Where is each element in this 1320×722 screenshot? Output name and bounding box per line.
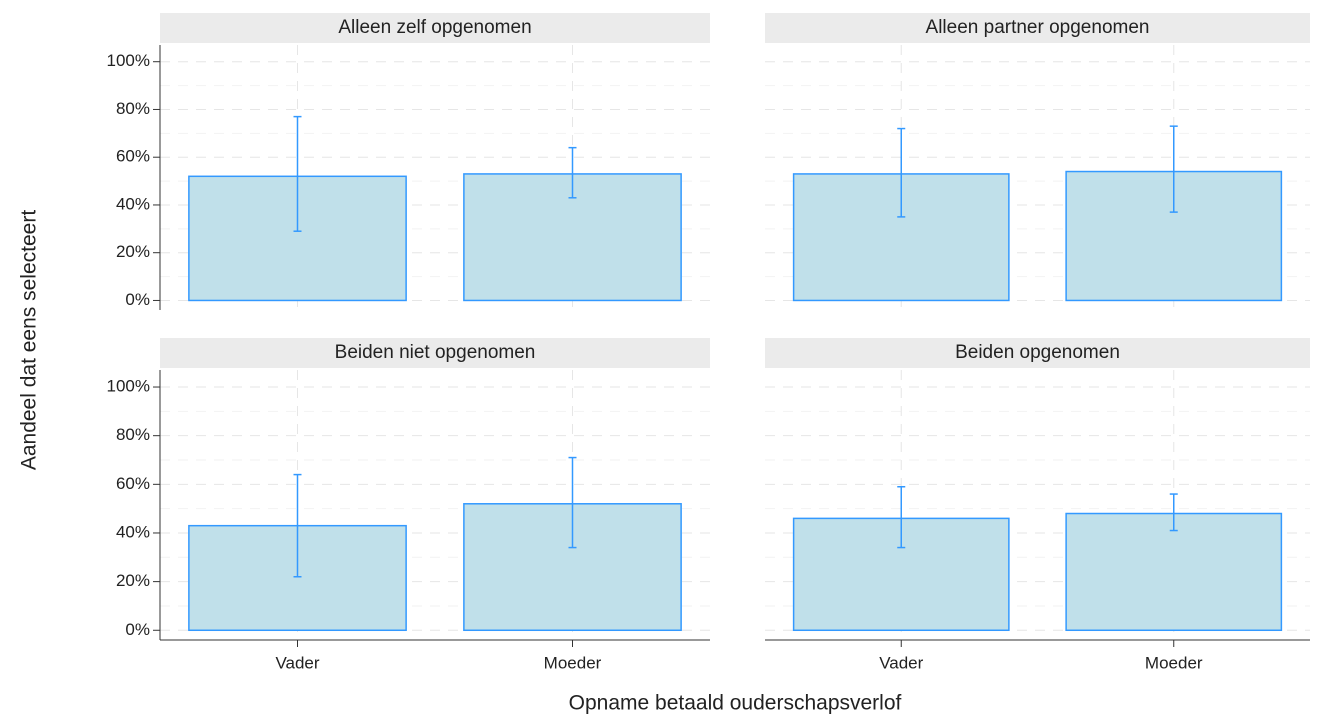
x-tick-label: Vader — [275, 653, 319, 672]
y-tick-label: 60% — [116, 474, 150, 493]
x-axis-label: Opname betaald ouderschapsverlof — [569, 692, 902, 715]
y-tick-label: 20% — [116, 242, 150, 261]
y-tick-label: 80% — [116, 99, 150, 118]
y-tick-label: 0% — [125, 620, 150, 639]
x-tick-label: Vader — [879, 653, 923, 672]
strip-title: Beiden opgenomen — [955, 342, 1120, 363]
strip — [765, 338, 1310, 368]
strip-title: Beiden niet opgenomen — [335, 342, 536, 363]
bar — [1065, 512, 1283, 632]
strip-title: Alleen zelf opgenomen — [338, 17, 531, 38]
x-tick-label: Moeder — [1145, 653, 1203, 672]
y-tick-label: 40% — [116, 194, 150, 213]
y-tick-label: 100% — [107, 51, 150, 70]
y-tick-label: 20% — [116, 571, 150, 590]
y-tick-label: 0% — [125, 290, 150, 309]
y-tick-label: 60% — [116, 147, 150, 166]
strip-title: Alleen partner opgenomen — [926, 17, 1150, 38]
strip — [160, 338, 710, 368]
y-tick-label: 40% — [116, 522, 150, 541]
y-axis-label: Aandeel dat eens selecteert — [18, 210, 41, 471]
strip — [765, 13, 1310, 43]
x-tick-label: Moeder — [544, 653, 602, 672]
y-tick-label: 80% — [116, 425, 150, 444]
strip — [160, 13, 710, 43]
y-tick-label: 100% — [107, 377, 150, 396]
